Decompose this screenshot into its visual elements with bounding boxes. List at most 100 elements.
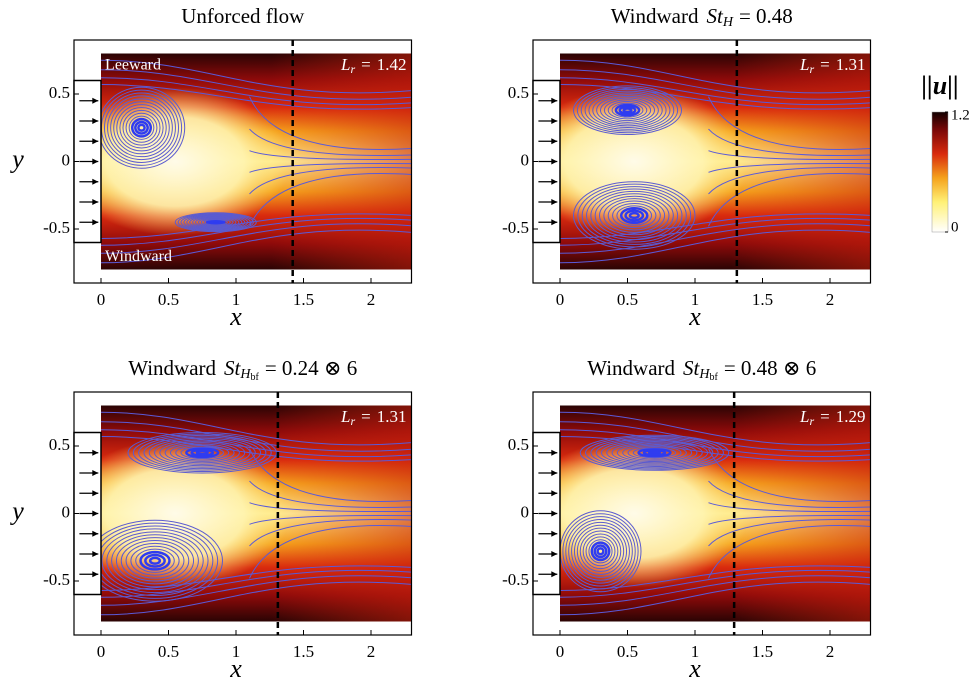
vortex-streamline bbox=[582, 533, 619, 570]
vortex-streamline bbox=[175, 445, 230, 461]
vortex-streamline bbox=[607, 101, 648, 120]
streamline bbox=[101, 229, 412, 264]
vortex-streamline bbox=[120, 540, 190, 582]
x-tick-label: 1 bbox=[232, 642, 241, 661]
streamline bbox=[708, 150, 871, 160]
y-tick-label: 0 bbox=[521, 150, 530, 169]
vortex-streamline bbox=[130, 117, 153, 138]
x-tick-label: 2 bbox=[826, 290, 835, 309]
streamline bbox=[708, 173, 871, 227]
lr-sub: r bbox=[350, 414, 355, 428]
arrow-head bbox=[551, 158, 558, 165]
x-axis-label: x bbox=[229, 654, 242, 682]
title-text: Windward bbox=[587, 356, 675, 380]
x-tick-label: 0 bbox=[556, 290, 565, 309]
lr-eq: = bbox=[820, 55, 830, 74]
vortex-streamline bbox=[174, 212, 257, 233]
vortex-streamline bbox=[581, 186, 687, 245]
y-tick-label: 0.5 bbox=[508, 435, 529, 454]
vortex-streamline bbox=[580, 88, 675, 132]
vortex-streamline bbox=[190, 448, 215, 457]
vortex-streamline bbox=[585, 435, 724, 470]
vortex-streamline bbox=[590, 541, 611, 562]
vortex-streamline bbox=[590, 437, 719, 469]
vortex-streamline bbox=[127, 432, 277, 474]
recirculation-core bbox=[560, 87, 749, 236]
vortex-streamline bbox=[192, 216, 240, 229]
vortex-streamline bbox=[101, 525, 214, 596]
panel: 0 0.5 1 1.5 2 0.5 0 -0.5 x Lr = 1.31 Windward StH = 0.… bbox=[502, 4, 872, 331]
x-tick-label: 1 bbox=[232, 290, 241, 309]
vortex-streamline bbox=[586, 188, 683, 243]
arrow-head bbox=[551, 470, 558, 476]
lr-symbol: L bbox=[799, 407, 809, 426]
x-tick-label: 0.5 bbox=[158, 290, 179, 309]
vortex-streamline bbox=[135, 548, 175, 573]
vortex-streamline bbox=[125, 542, 185, 579]
streamline bbox=[708, 515, 871, 525]
vortex-streamline bbox=[164, 442, 240, 464]
vortex-streamline bbox=[594, 193, 674, 238]
y-tick-label: -0.5 bbox=[43, 218, 70, 237]
streamline bbox=[249, 525, 412, 579]
y-tick-label: -0.5 bbox=[502, 218, 529, 237]
streamline bbox=[101, 411, 412, 446]
vortex-streamline bbox=[573, 524, 628, 578]
arrow-head bbox=[92, 97, 99, 104]
vortex-streamline bbox=[119, 107, 164, 149]
lr-value: 1.29 bbox=[836, 407, 866, 426]
lr-sub: r bbox=[809, 414, 814, 428]
vortex-streamline bbox=[103, 92, 180, 163]
lr-value: 1.31 bbox=[836, 55, 866, 74]
vortex-streamline bbox=[144, 553, 166, 568]
arrow-head bbox=[92, 510, 99, 517]
vortex-streamline bbox=[137, 123, 146, 132]
vortex-streamline bbox=[576, 87, 679, 134]
vortex-streamline bbox=[562, 513, 639, 590]
vortex-streamline bbox=[647, 450, 662, 456]
y-tick-label: -0.5 bbox=[43, 570, 70, 589]
panel-title: Windward StH = 0.48 bbox=[611, 4, 793, 30]
vortex-streamline bbox=[576, 527, 625, 575]
arrow-head bbox=[92, 530, 99, 537]
streamline bbox=[560, 77, 871, 106]
vortex-streamline bbox=[159, 440, 246, 465]
streamline bbox=[101, 84, 412, 110]
streamline bbox=[560, 421, 871, 452]
vortex-streamline bbox=[600, 439, 709, 466]
lr-symbol: L bbox=[799, 55, 809, 74]
vortex-streamline bbox=[169, 443, 235, 462]
vortex-streamline bbox=[138, 434, 267, 471]
x-tick-label: 1.5 bbox=[752, 642, 773, 661]
streamline bbox=[708, 519, 871, 547]
vortex-streamline bbox=[110, 98, 173, 158]
y-tick-label: 0.5 bbox=[49, 435, 70, 454]
vortex-streamline bbox=[180, 446, 224, 460]
title-math-base: St bbox=[706, 4, 724, 28]
vortex-streamline bbox=[115, 537, 195, 585]
y-tick-label: 0 bbox=[62, 502, 71, 521]
x-axis-label: x bbox=[688, 654, 701, 682]
vortex-streamline bbox=[107, 95, 176, 161]
x-tick-label: 2 bbox=[367, 642, 376, 661]
streamline bbox=[101, 565, 412, 591]
streamline bbox=[101, 569, 412, 598]
vortex-streamline bbox=[603, 99, 652, 122]
vortex-streamline bbox=[616, 443, 693, 463]
lr-sub: r bbox=[350, 62, 355, 76]
vortex-streamline bbox=[628, 211, 640, 220]
recirculation-core bbox=[101, 87, 290, 236]
lr-sub: r bbox=[809, 62, 814, 76]
vortex-streamline bbox=[134, 120, 149, 135]
arrow-head bbox=[92, 490, 99, 497]
vortex-streamline bbox=[113, 101, 170, 155]
streamline bbox=[101, 59, 412, 94]
streamline bbox=[560, 411, 871, 446]
streamline bbox=[708, 128, 871, 156]
vortex-streamline bbox=[627, 445, 682, 460]
arrow-head bbox=[92, 178, 99, 185]
arrow-head bbox=[551, 449, 558, 456]
streamline bbox=[708, 502, 871, 512]
arrow-head bbox=[92, 551, 99, 557]
